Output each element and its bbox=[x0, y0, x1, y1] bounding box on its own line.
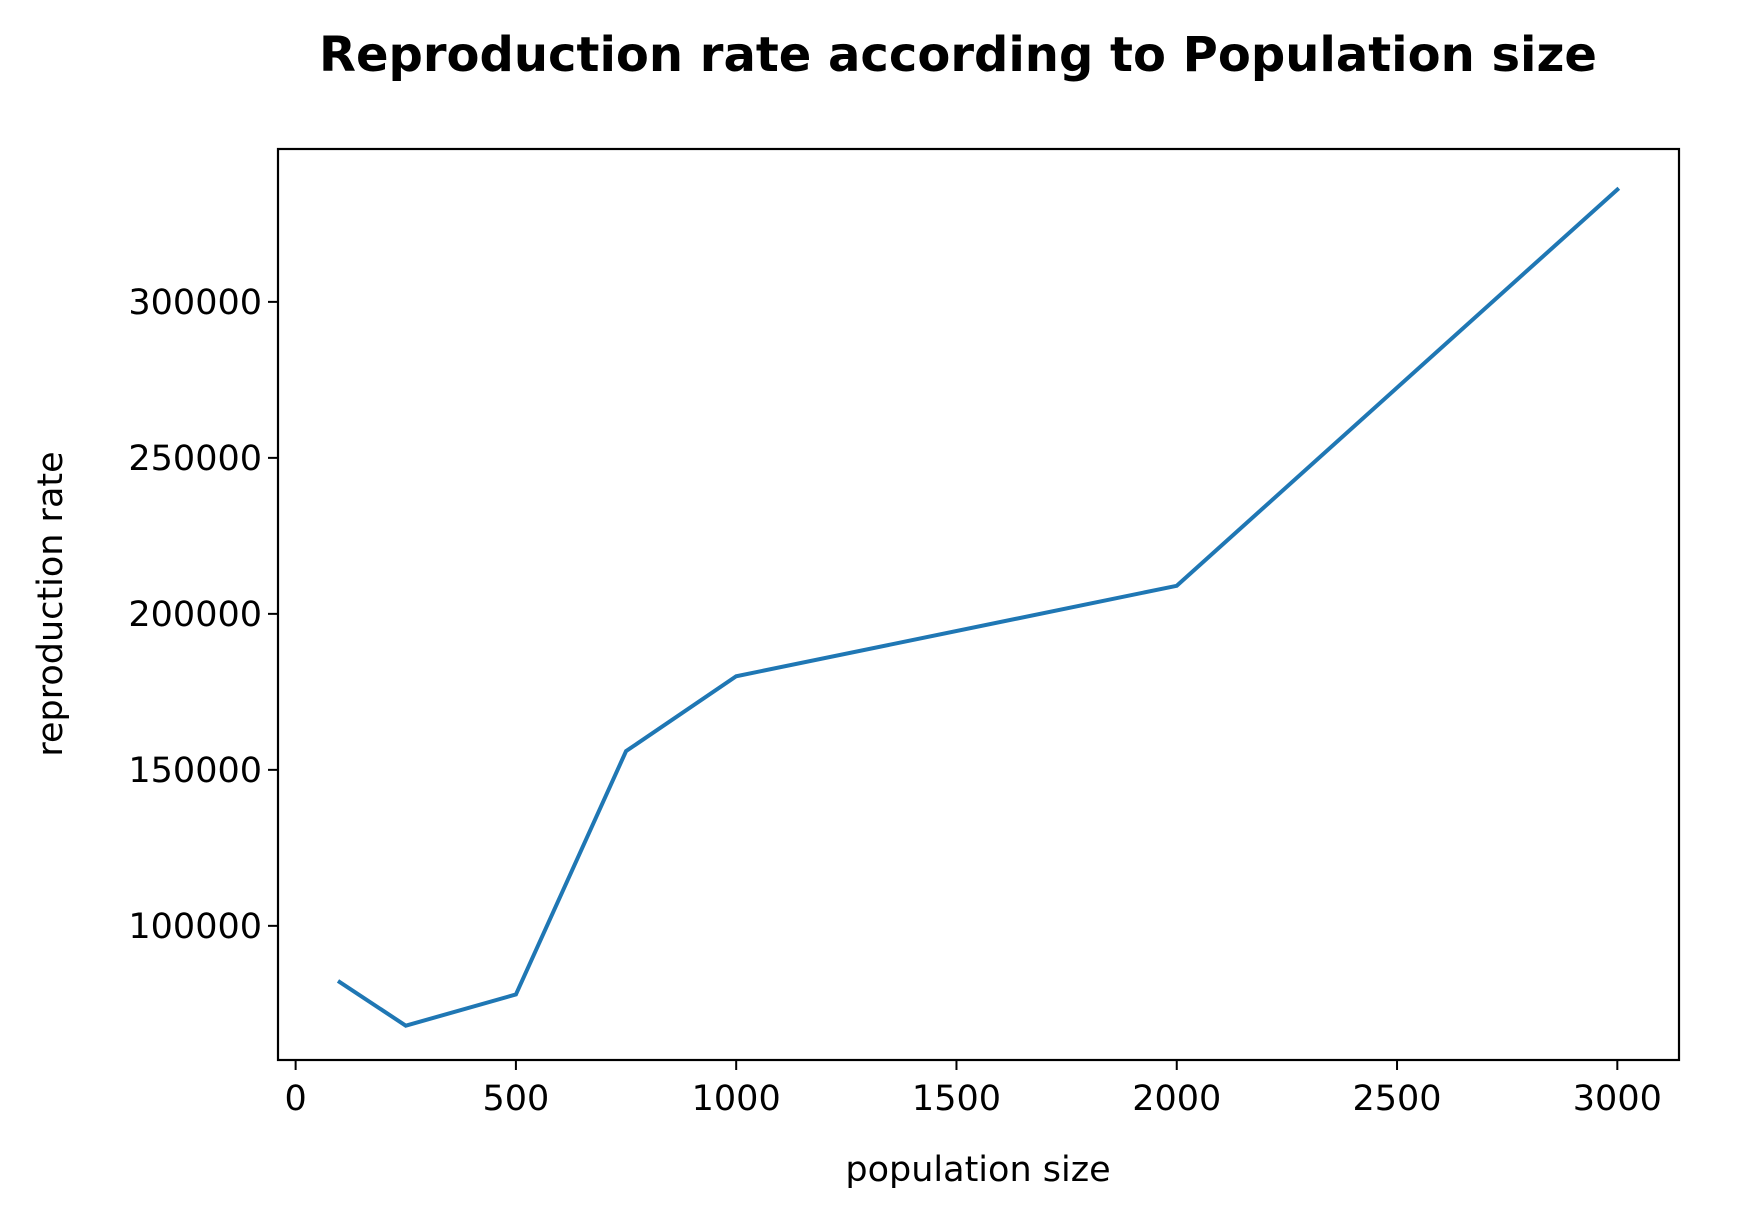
x-tick-label: 3000 bbox=[1573, 1079, 1662, 1119]
plot-frame bbox=[276, 147, 1681, 1062]
x-tick-label: 0 bbox=[284, 1079, 306, 1119]
x-axis-ticks: 0 500 1000 1500 2000 2500 3000 bbox=[284, 1060, 1662, 1119]
y-axis-label: reproduction rate bbox=[31, 451, 71, 756]
x-tick-label: 1500 bbox=[912, 1079, 1001, 1119]
x-tick-label: 2000 bbox=[1132, 1079, 1221, 1119]
y-tick-label: 100000 bbox=[128, 907, 262, 947]
y-tick-label: 250000 bbox=[128, 439, 262, 479]
x-tick-label: 500 bbox=[482, 1079, 549, 1119]
y-tick-label: 200000 bbox=[128, 595, 262, 635]
y-axis-ticks: 100000 150000 200000 250000 300000 bbox=[128, 283, 278, 947]
series-line bbox=[336, 186, 1621, 1028]
x-tick-label: 2500 bbox=[1352, 1079, 1441, 1119]
y-tick-label: 150000 bbox=[128, 751, 262, 791]
x-axis-label: population size bbox=[845, 1150, 1110, 1190]
x-tick-label: 1000 bbox=[692, 1079, 781, 1119]
chart-title: Reproduction rate according to Populatio… bbox=[319, 27, 1597, 83]
y-tick-label: 300000 bbox=[128, 283, 262, 323]
